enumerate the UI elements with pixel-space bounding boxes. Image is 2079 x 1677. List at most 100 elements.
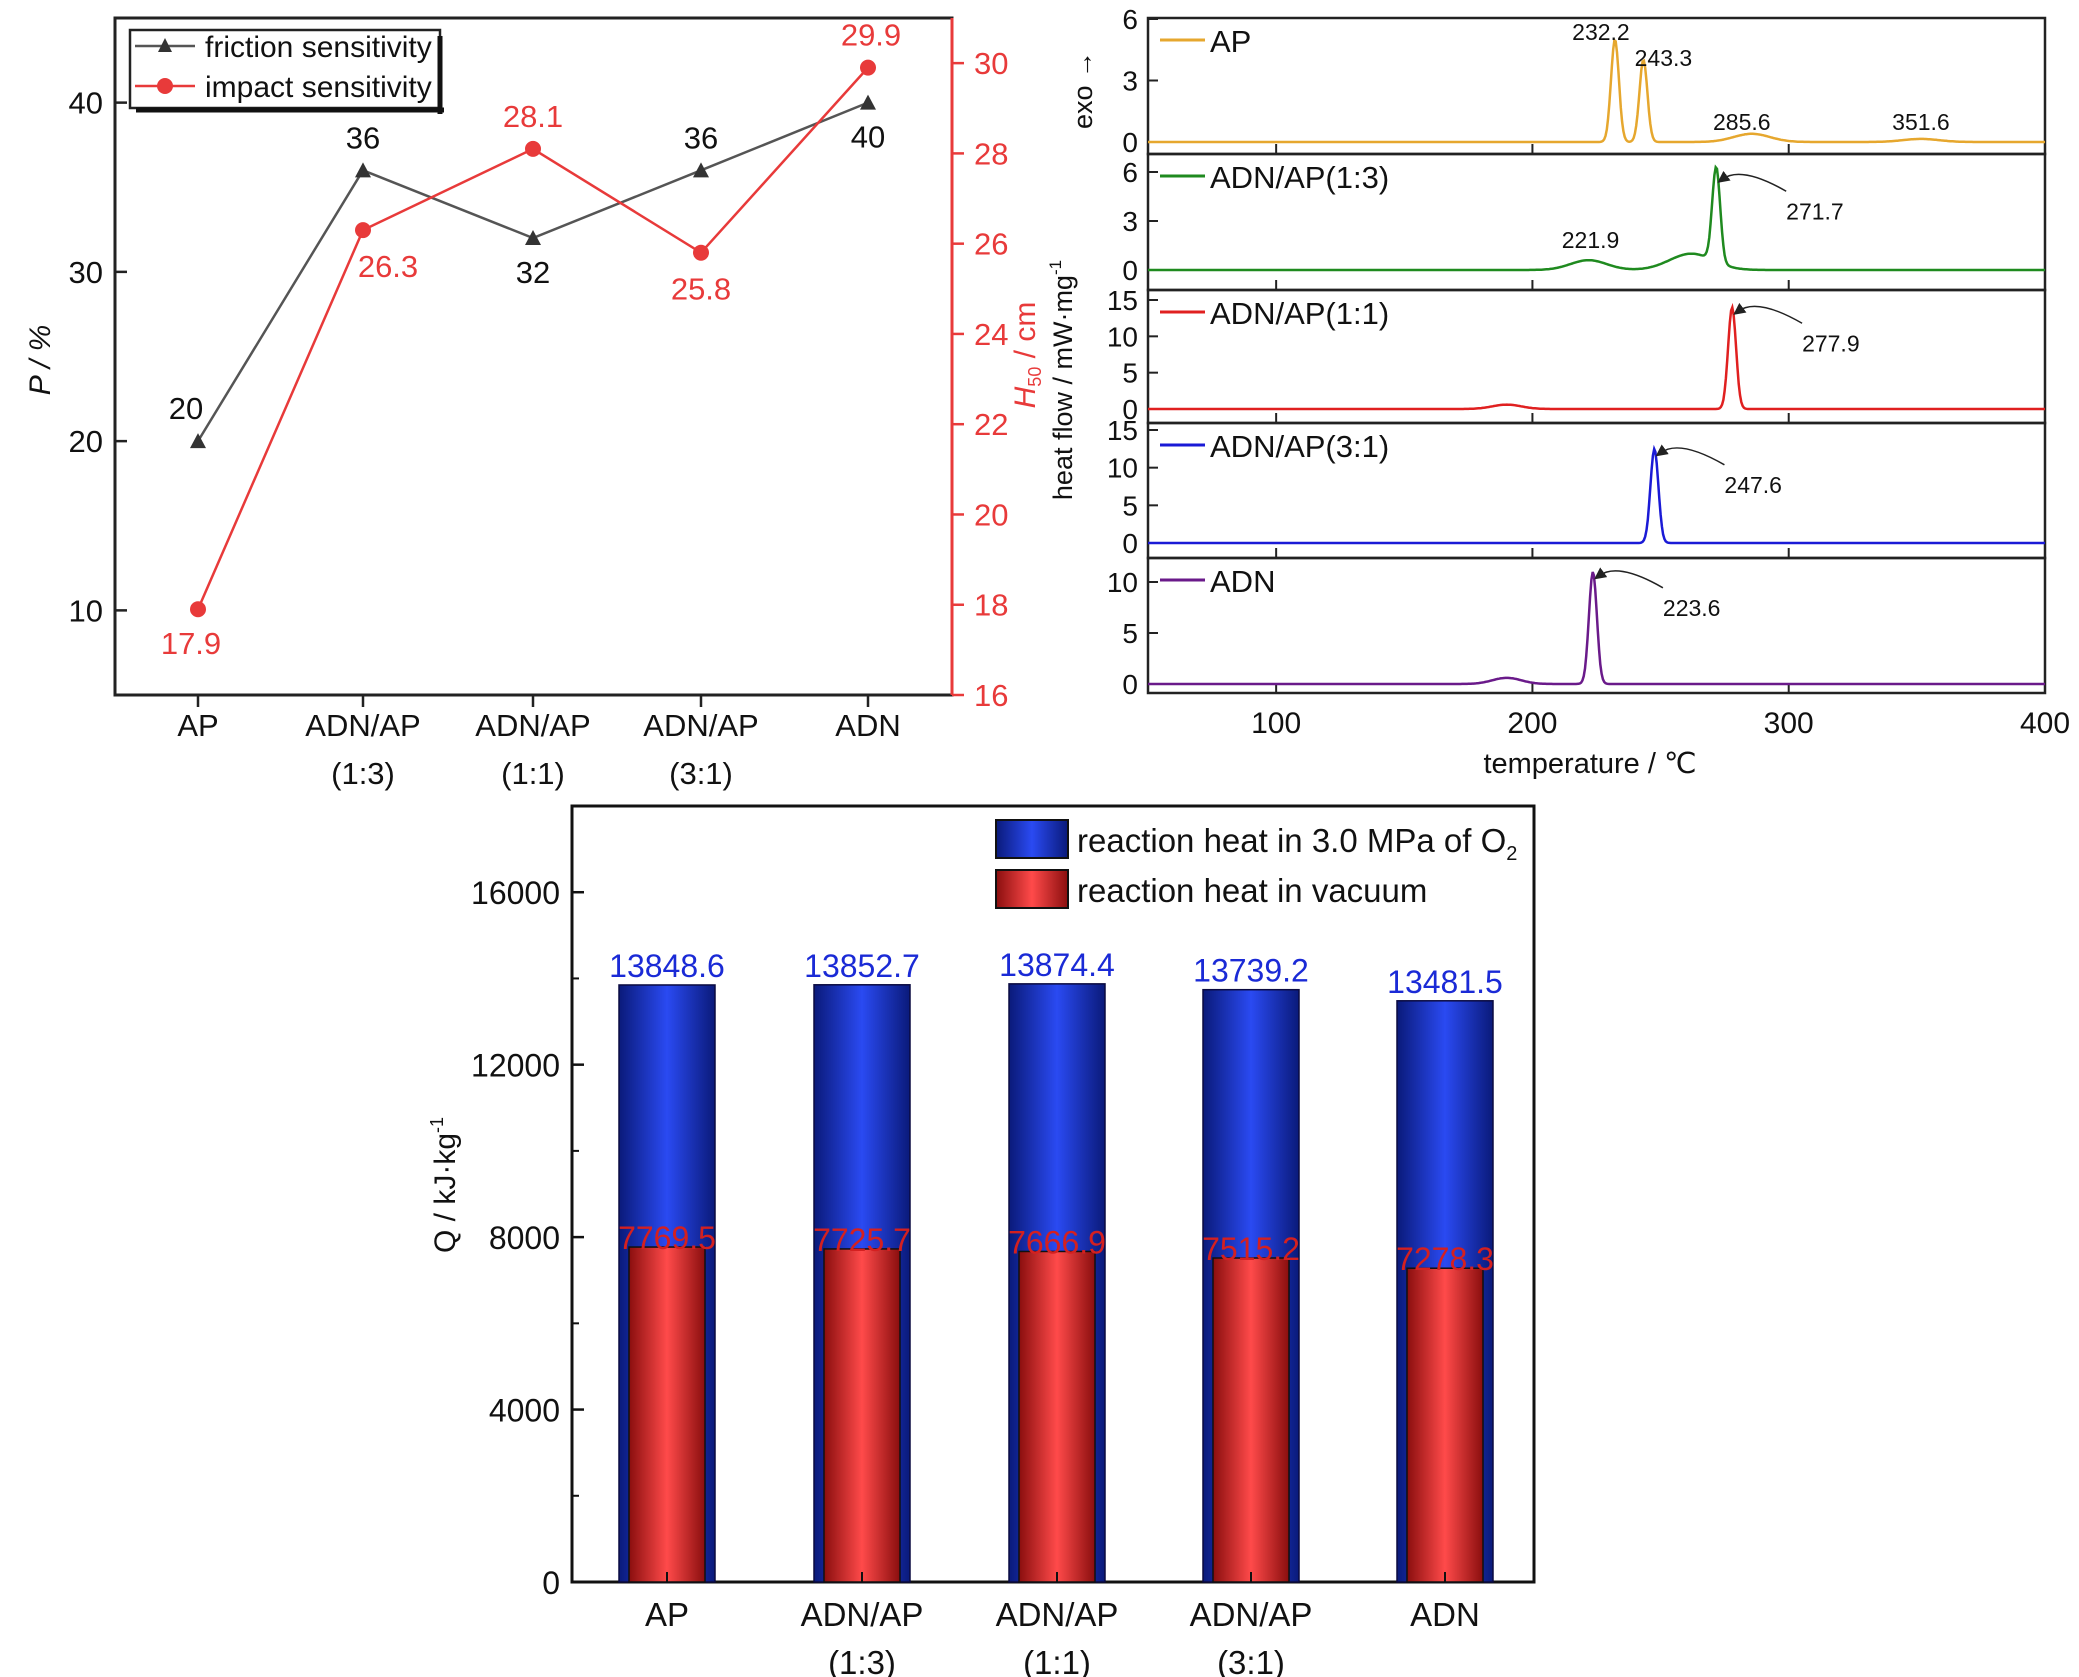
friction-point — [693, 162, 709, 178]
right-tick-label: 22 — [974, 407, 1008, 442]
bar-vacuum — [1406, 1267, 1484, 1583]
dsc-y-tick-label: 3 — [1122, 66, 1138, 97]
dsc-series-name: ADN — [1210, 564, 1275, 599]
circle-marker-icon — [157, 78, 173, 94]
bar-vacuum-label: 7769.5 — [618, 1220, 716, 1256]
left-tick-label: 10 — [69, 593, 103, 628]
dsc-curve — [1148, 37, 2045, 144]
bar-x-tick-label: ADN/AP (1:1) — [996, 1596, 1119, 1677]
dsc-y-tick-label: 5 — [1122, 358, 1138, 389]
legend-o2-label: reaction heat in 3.0 MPa of O2 — [1077, 822, 1517, 865]
dsc-panel-frame — [1146, 556, 2047, 695]
impact-point — [525, 140, 541, 157]
dsc-y-tick-label: 0 — [1122, 394, 1138, 425]
right-tick-label: 28 — [974, 136, 1008, 171]
peak-arrow-icon — [1594, 567, 1664, 589]
bar-vacuum — [628, 1246, 706, 1583]
reaction-heat-chart: 0 4000 8000 12000 16000 13848.6 7769.5 13852.7… — [427, 804, 1536, 1677]
sensitivity-chart: 10 20 30 40 16 18 20 22 24 26 28 30 AP ADN/AP (1:3) A… — [24, 16, 1045, 791]
x-tick-label: ADN — [835, 708, 900, 743]
dsc-series-name: AP — [1210, 24, 1251, 59]
legend-vacuum-label: reaction heat in vacuum — [1077, 872, 1427, 909]
impact-point — [860, 59, 876, 76]
peak-arrow-icon — [1655, 444, 1725, 466]
dsc-series-name: ADN/AP(1:1) — [1210, 296, 1389, 331]
dsc-series-name: ADN/AP(1:3) — [1210, 160, 1389, 195]
dsc-x-tick-label: 100 — [1251, 707, 1301, 740]
dsc-series-name: ADN/AP(3:1) — [1210, 429, 1389, 464]
dsc-x-axis-label: temperature / ℃ — [1483, 748, 1696, 780]
bar-o2-label: 13481.5 — [1387, 964, 1503, 1000]
triangle-marker-icon — [158, 38, 172, 52]
peak-arrow-icon — [1717, 170, 1787, 192]
friction-point — [190, 433, 206, 449]
right-tick-label: 24 — [974, 317, 1008, 352]
dsc-panel: 0 5 10 15 ADN/AP(1:1) 277.9 — [1107, 285, 2047, 425]
impact-data-label: 28.1 — [503, 99, 563, 134]
x-tick-label: ADN/AP (3:1) — [643, 708, 758, 791]
dsc-x-tick-label: 400 — [2020, 707, 2070, 740]
bar-y-tick-label: 12000 — [471, 1048, 560, 1084]
bar-y-tick-label: 16000 — [471, 875, 560, 911]
bar-y-tick-label: 0 — [542, 1565, 560, 1601]
friction-data-label: 32 — [516, 255, 550, 290]
impact-data-label: 26.3 — [358, 249, 418, 284]
friction-data-label: 36 — [346, 120, 380, 155]
bar-x-tick-label: AP — [645, 1596, 689, 1633]
friction-point — [525, 230, 541, 246]
dsc-peak-label: 221.9 — [1562, 227, 1620, 253]
bar-vacuum — [1212, 1257, 1290, 1583]
dsc-peak-label: 247.6 — [1724, 472, 1782, 498]
legend-impact-label: impact sensitivity — [205, 71, 432, 104]
bar-vacuum-label: 7666.9 — [1008, 1224, 1106, 1260]
dsc-y-tick-label: 0 — [1122, 528, 1138, 559]
impact-point — [190, 601, 206, 618]
bar-x-tick-label: ADN/AP (3:1) — [1190, 1596, 1313, 1677]
bar-y-tick-label: 4000 — [489, 1393, 560, 1429]
dsc-y-axis-label: heat flow / mW·mg-1 — [1046, 260, 1078, 500]
friction-point — [355, 162, 371, 178]
bar-vacuum — [1018, 1250, 1096, 1583]
dsc-y-tick-label: 10 — [1107, 453, 1138, 484]
dsc-y-tick-label: 15 — [1107, 285, 1138, 316]
dsc-peak-label: 223.6 — [1663, 595, 1721, 621]
friction-data-label: 36 — [684, 120, 718, 155]
dsc-curve — [1148, 444, 2045, 545]
dsc-peak-label: 271.7 — [1786, 198, 1844, 224]
left-tick-label: 20 — [69, 424, 103, 459]
sensitivity-legend: friction sensitivity impact sensitivity — [128, 28, 444, 114]
right-axis-label: H50 / cm — [1009, 302, 1045, 409]
bar-x-tick-label: ADN/AP (1:3) — [801, 1596, 924, 1677]
dsc-y-tick-label: 10 — [1107, 321, 1138, 352]
dsc-x-tick-label: 200 — [1507, 707, 1557, 740]
left-tick-label: 30 — [69, 255, 103, 290]
dsc-y-tick-label: 0 — [1122, 255, 1138, 286]
impact-data-label: 29.9 — [841, 18, 901, 53]
impact-data-label: 25.8 — [671, 272, 731, 307]
dsc-y-tick-label: 0 — [1122, 127, 1138, 158]
dsc-panel: 0 5 10 ADN 223.6 — [1107, 556, 2047, 700]
dsc-y-tick-label: 0 — [1122, 669, 1138, 700]
friction-data-label: 20 — [169, 391, 203, 426]
bar-o2-label: 13852.7 — [804, 948, 920, 984]
bar-vacuum-label: 7515.2 — [1202, 1231, 1300, 1267]
right-tick-label: 18 — [974, 588, 1008, 623]
dsc-peak-label: 277.9 — [1802, 330, 1860, 356]
bar-o2-label: 13739.2 — [1193, 953, 1309, 989]
right-tick-label: 26 — [974, 227, 1008, 262]
legend-friction-label: friction sensitivity — [205, 31, 432, 64]
dsc-x-tick-label: 300 — [1764, 707, 1814, 740]
impact-point — [693, 244, 709, 261]
right-tick-label: 16 — [974, 678, 1008, 713]
bar-y-tick-label: 8000 — [489, 1220, 560, 1256]
impact-point — [355, 222, 371, 239]
dsc-curve — [1148, 571, 2045, 686]
dsc-y-tick-label: 3 — [1122, 206, 1138, 237]
x-tick-label: AP — [177, 708, 218, 743]
bar-o2-label: 13874.4 — [999, 947, 1115, 983]
dsc-peak-label: 351.6 — [1892, 109, 1950, 135]
dsc-y-tick-label: 6 — [1122, 4, 1138, 35]
dsc-y-tick-label: 5 — [1122, 490, 1138, 521]
x-tick-label: ADN/AP (1:3) — [305, 708, 420, 791]
bar-vacuum-label: 7725.7 — [813, 1222, 911, 1258]
